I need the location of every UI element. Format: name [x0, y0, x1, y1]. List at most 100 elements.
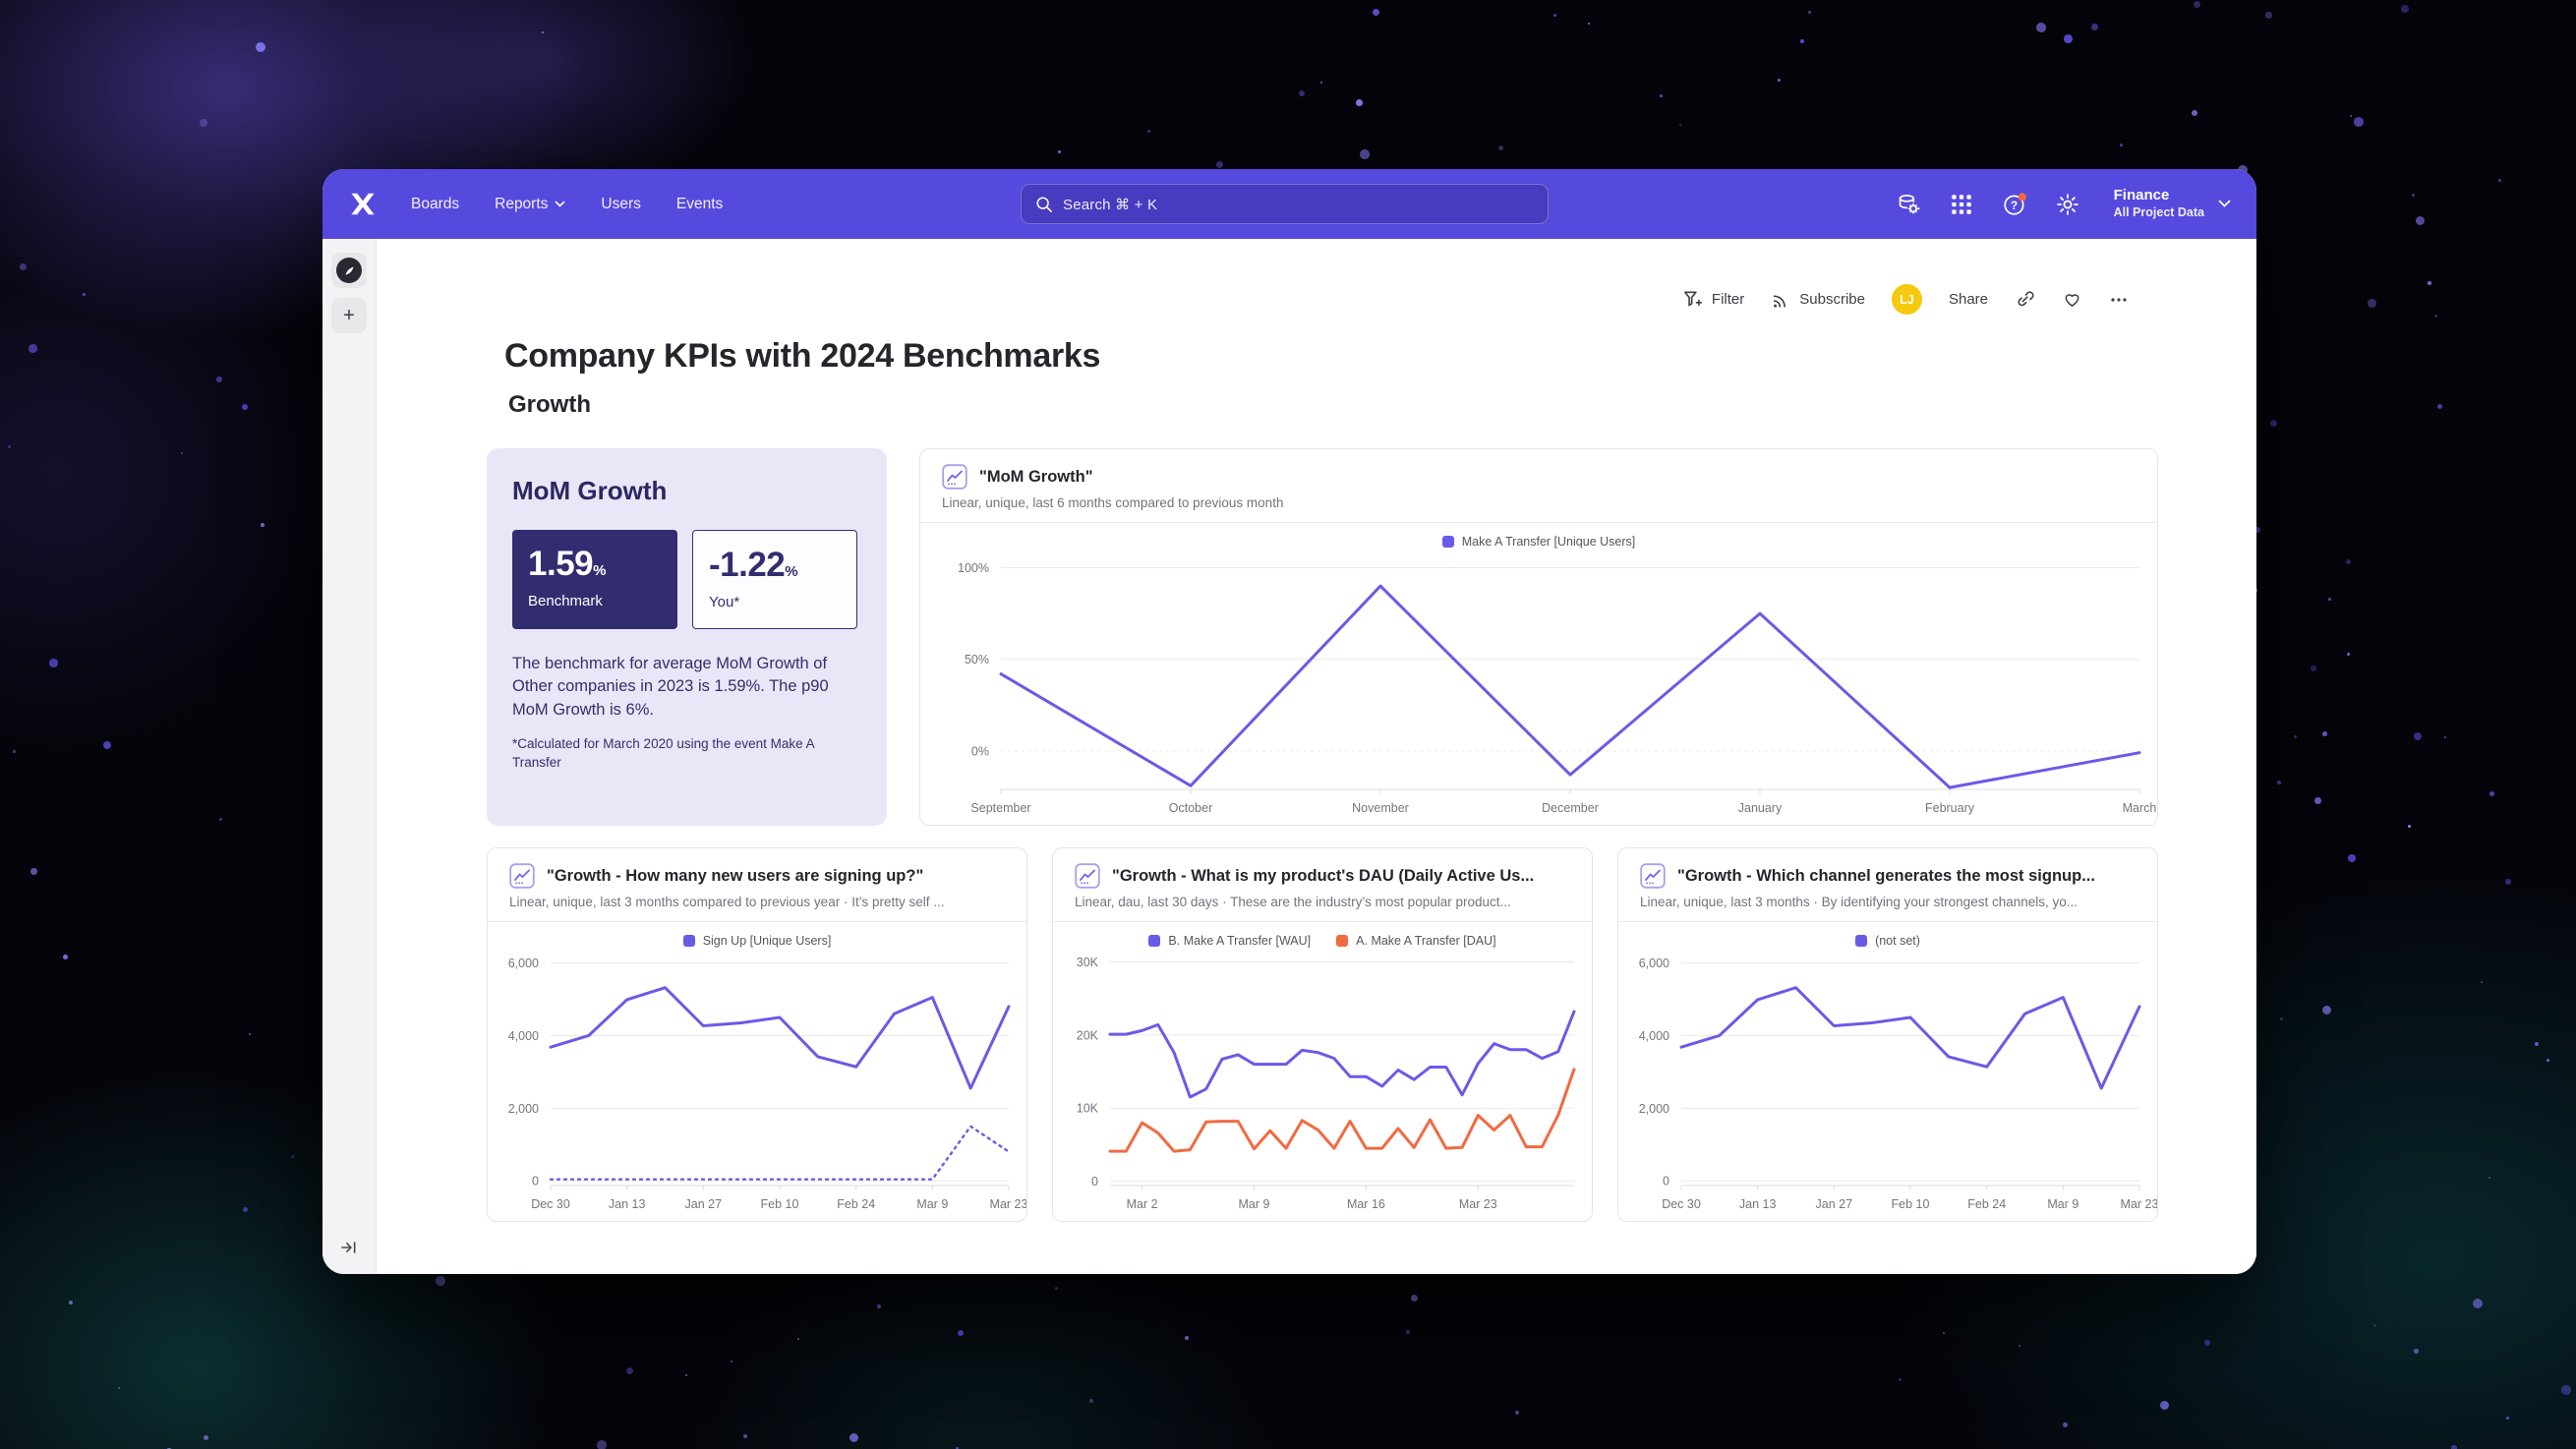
svg-text:Dec 30: Dec 30	[1662, 1197, 1701, 1211]
chart-card-dau[interactable]: "Growth - What is my product's DAU (Dail…	[1052, 847, 1593, 1222]
app-window: Boards Reports Users Events	[322, 169, 2256, 1274]
nav-item-label: Events	[675, 195, 724, 212]
chart-legend: Sign Up [Unique Users]	[488, 922, 1026, 950]
legend-item[interactable]: B. Make A Transfer [WAU]	[1148, 934, 1311, 948]
background-star	[2350, 115, 2353, 118]
background-star	[1411, 1295, 1419, 1303]
background-star	[1800, 39, 1804, 43]
svg-text:Mar 9: Mar 9	[2047, 1197, 2078, 1211]
line-chart[interactable]: 0 2,000 4,000 6,000 Dec 30 Jan 13 Jan 27 Feb 10…	[1618, 950, 2157, 1221]
settings-gear-icon[interactable]	[2055, 192, 2080, 217]
board-avatar	[336, 258, 362, 283]
background-star	[2328, 598, 2331, 601]
background-star	[1808, 11, 1812, 15]
chart-card-mom-growth[interactable]: "MoM Growth" Linear, unique, last 6 mont…	[919, 448, 2158, 826]
nav-item-events[interactable]: Events	[676, 196, 723, 213]
svg-text:30K: 30K	[1077, 956, 1099, 969]
new-board-button[interactable]: +	[331, 298, 367, 333]
background-star	[1406, 1330, 1411, 1335]
line-chart-icon	[1075, 863, 1100, 889]
background-star	[2434, 315, 2438, 319]
chart-title[interactable]: "Growth - Which channel generates the mo…	[1677, 866, 2095, 885]
benchmark-description: The benchmark for average MoM Growth of …	[512, 655, 829, 719]
background-star	[1553, 14, 1557, 18]
background-star	[597, 1440, 607, 1449]
legend-item[interactable]: A. Make A Transfer [DAU]	[1336, 934, 1496, 948]
legend-swatch	[1336, 935, 1349, 947]
background-star	[69, 1301, 74, 1305]
benchmark-label: Benchmark	[528, 593, 603, 609]
background-star	[2347, 653, 2351, 657]
background-star	[2561, 1385, 2571, 1395]
line-chart[interactable]: 0% 50% 100% September October November Decembe…	[920, 551, 2157, 825]
filter-button[interactable]: Filter	[1682, 289, 1744, 310]
svg-text:Mar 2: Mar 2	[1127, 1197, 1158, 1211]
chart-title[interactable]: "Growth - How many new users are signing…	[547, 866, 924, 885]
legend-label: A. Make A Transfer [DAU]	[1356, 934, 1496, 948]
svg-text:6,000: 6,000	[1639, 956, 1669, 970]
legend-item[interactable]: Sign Up [Unique Users]	[682, 934, 832, 948]
chart-title[interactable]: "MoM Growth"	[979, 467, 1093, 486]
background-star	[1498, 145, 1503, 150]
mixpanel-logo-icon[interactable]	[348, 190, 378, 219]
nav-item-boards[interactable]: Boards	[411, 196, 459, 213]
plus-icon: +	[343, 305, 355, 326]
chart-legend: (not set)	[1618, 922, 2157, 950]
rss-icon	[1774, 295, 1786, 308]
user-avatar[interactable]: LJ	[1891, 284, 1922, 315]
background-star	[1356, 99, 1364, 107]
subscribe-button[interactable]: Subscribe	[1771, 290, 1865, 310]
background-star	[13, 750, 16, 753]
benchmark-card[interactable]: MoM Growth 1.59% Benchmark -1.22% You*	[487, 448, 887, 826]
project-switcher[interactable]: Finance All Project Data	[2114, 187, 2231, 220]
help-icon[interactable]: ?	[2002, 192, 2027, 217]
svg-text:4,000: 4,000	[1639, 1029, 1669, 1043]
line-chart[interactable]: 0 2,000 4,000 6,000 Dec 30 Jan 13 Jan 27 Feb 10…	[488, 950, 1026, 1221]
nav-item-users[interactable]: Users	[601, 196, 640, 213]
chart-subtitle: Linear, unique, last 3 months · By ident…	[1640, 895, 2078, 909]
background-star	[743, 1434, 748, 1439]
legend-label: B. Make A Transfer [WAU]	[1168, 934, 1312, 948]
favorite-button[interactable]	[2062, 289, 2082, 310]
legend-label: Sign Up [Unique Users]	[702, 934, 832, 948]
chart-title[interactable]: "Growth - What is my product's DAU (Dail…	[1112, 866, 1535, 885]
background-star	[2314, 797, 2321, 804]
nav-item-reports[interactable]: Reports	[495, 196, 565, 213]
background-star	[2414, 732, 2422, 740]
search-placeholder: Search ⌘ + K	[1063, 196, 1158, 213]
divider	[1618, 921, 2157, 922]
background-star	[542, 31, 545, 34]
chart-subtitle: Linear, unique, last 3 months compared t…	[509, 895, 945, 909]
legend-item[interactable]: Make A Transfer [Unique Users]	[1441, 535, 1635, 549]
svg-text:November: November	[1352, 801, 1409, 815]
svg-text:Feb 10: Feb 10	[761, 1197, 799, 1211]
share-button[interactable]: Share	[1949, 291, 1988, 308]
svg-text:Mar 23: Mar 23	[990, 1197, 1026, 1211]
svg-text:Jan 27: Jan 27	[685, 1197, 723, 1211]
background-star	[2401, 5, 2409, 13]
svg-text:January: January	[1738, 801, 1783, 815]
background-star	[877, 1304, 882, 1309]
background-star	[956, 1447, 959, 1449]
background-star	[2192, 110, 2197, 116]
copy-link-button[interactable]	[2015, 289, 2035, 310]
section-title: Growth	[508, 391, 591, 418]
data-management-icon[interactable]	[1896, 192, 1921, 217]
more-actions-button[interactable]	[2109, 290, 2129, 310]
boards-home-button[interactable]	[331, 253, 367, 288]
chart-card-channels[interactable]: "Growth - Which channel generates the mo…	[1617, 847, 2158, 1222]
svg-text:Mar 9: Mar 9	[916, 1197, 948, 1211]
expand-sidebar-button[interactable]	[339, 1238, 359, 1262]
background-star	[2194, 1, 2201, 9]
svg-text:February: February	[1925, 801, 1975, 815]
cards-row-2: "Growth - How many new users are signing…	[487, 847, 2256, 1222]
background-star	[2373, 1324, 2376, 1327]
background-star	[2322, 1006, 2332, 1015]
search-input[interactable]: Search ⌘ + K	[1021, 184, 1549, 224]
ellipsis-icon	[2111, 297, 2127, 302]
apps-grid-icon[interactable]	[1949, 192, 1974, 217]
legend-item[interactable]: (not set)	[1855, 934, 1920, 948]
line-chart[interactable]: 0 10K 20K 30K Mar 2 Mar 9 Mar 16 Mar 23	[1053, 950, 1592, 1221]
chart-card-signups[interactable]: "Growth - How many new users are signing…	[487, 847, 1027, 1222]
background-star	[1899, 1378, 1902, 1381]
